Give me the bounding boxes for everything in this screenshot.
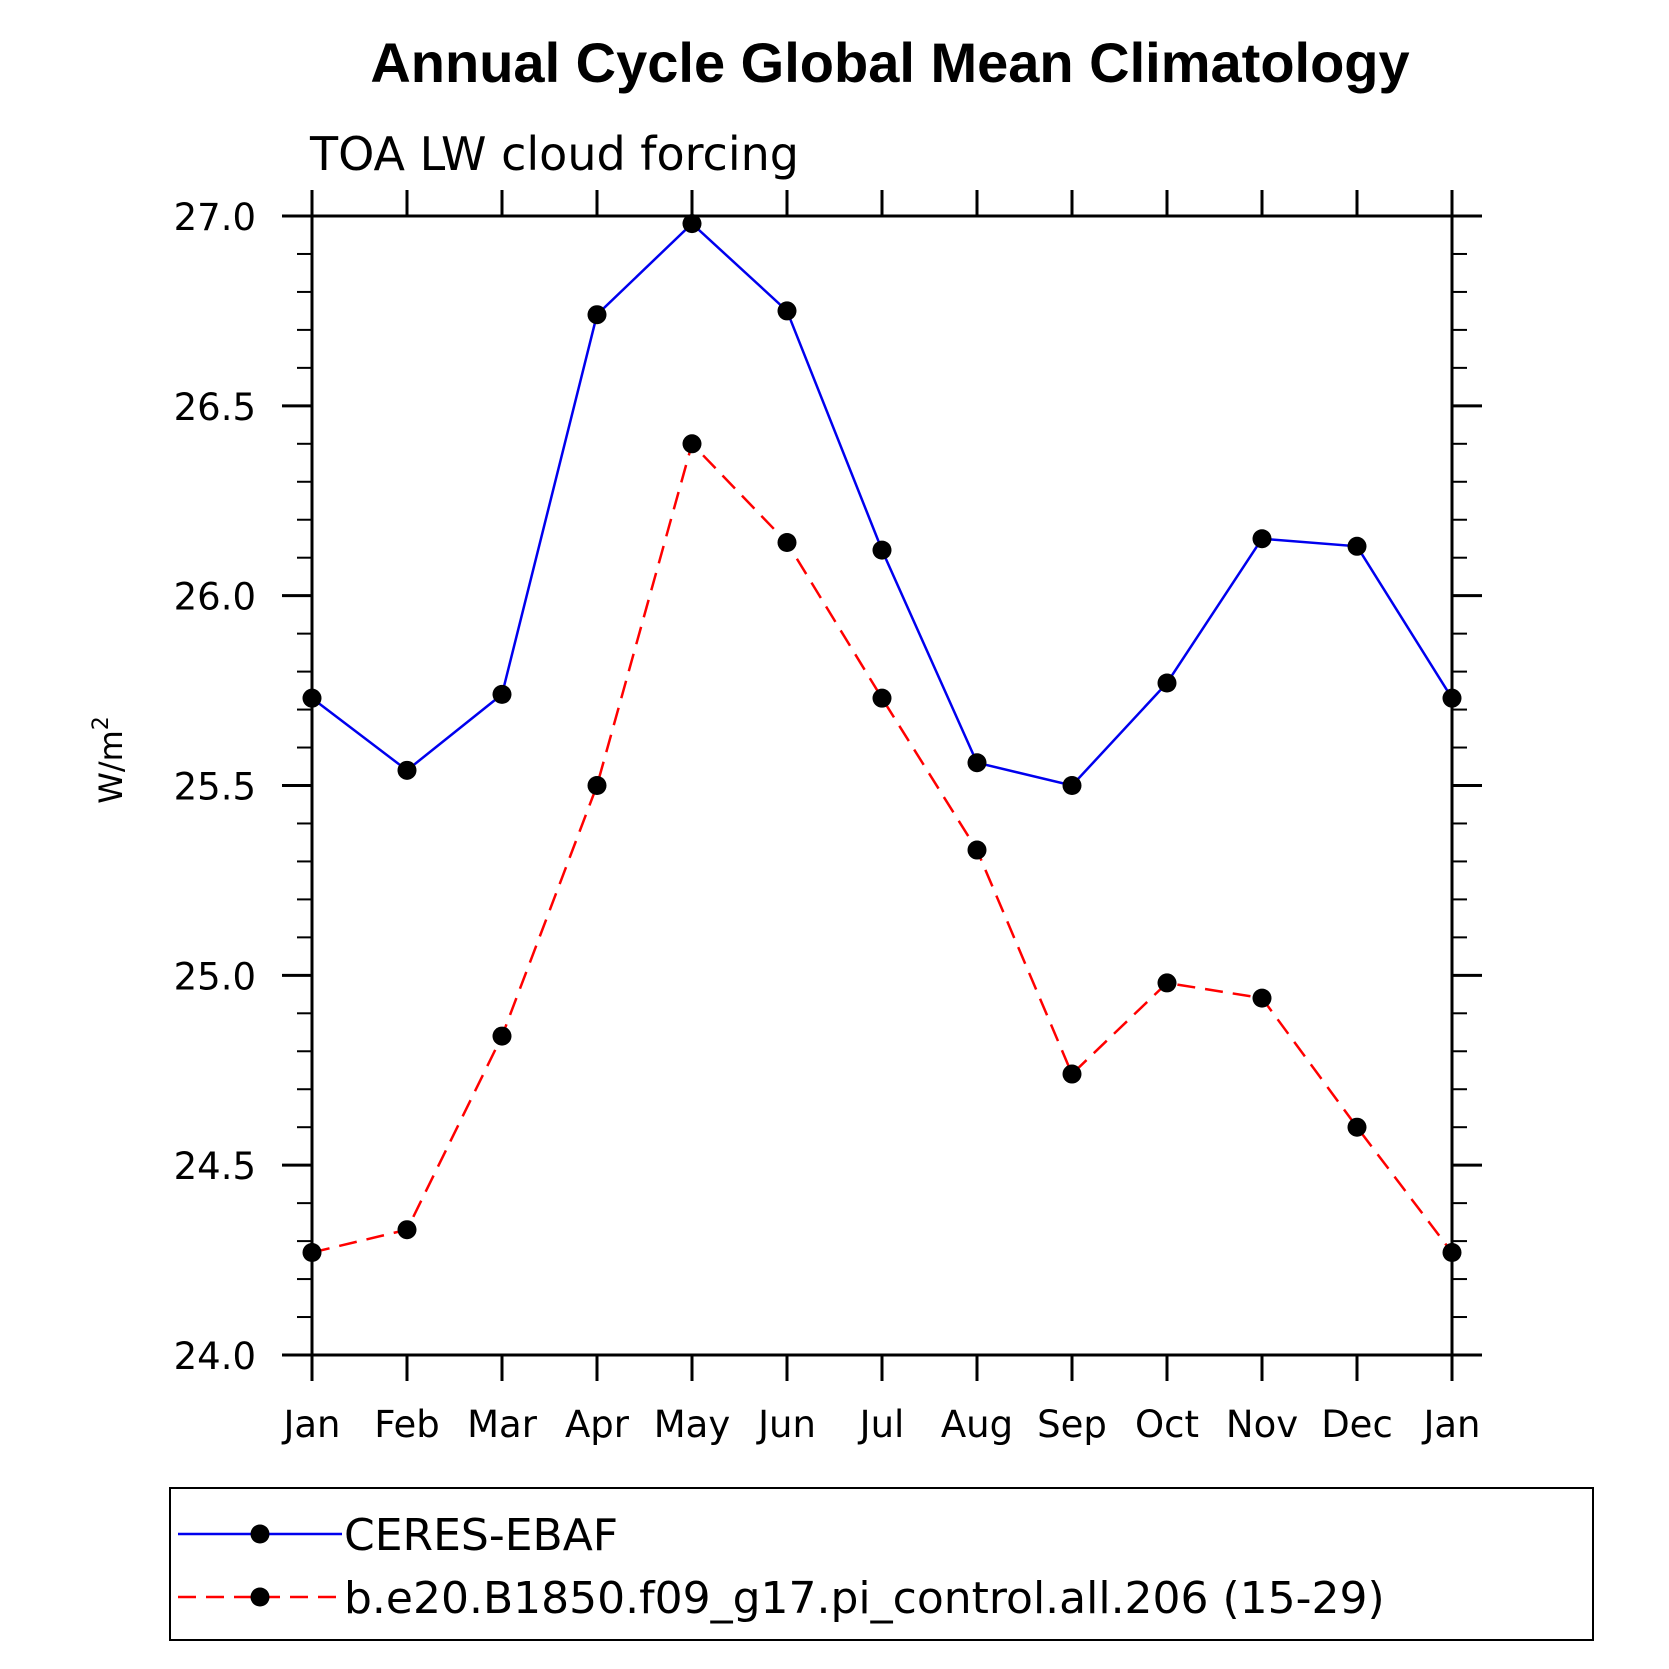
y-tick-label: 26.5 bbox=[174, 386, 256, 429]
x-tick-label: Sep bbox=[1037, 1403, 1107, 1446]
x-tick-label: Jan bbox=[281, 1403, 340, 1446]
data-point bbox=[777, 301, 797, 321]
data-point bbox=[1252, 988, 1272, 1008]
axis-ticks bbox=[282, 190, 1482, 1381]
legend-swatch-marker bbox=[250, 1524, 270, 1544]
legend-swatch-marker bbox=[250, 1587, 270, 1607]
data-point bbox=[1157, 973, 1177, 993]
x-tick-label: Oct bbox=[1135, 1403, 1199, 1446]
svg-text:W/m2: W/m2 bbox=[89, 716, 130, 804]
data-point bbox=[492, 684, 512, 704]
x-tick-label: May bbox=[654, 1403, 731, 1446]
x-tick-label: Apr bbox=[565, 1403, 630, 1446]
chart-title: Annual Cycle Global Mean Climatology bbox=[370, 31, 1409, 94]
data-point bbox=[1062, 776, 1082, 795]
data-point bbox=[1442, 1242, 1462, 1262]
data-point bbox=[872, 540, 892, 560]
data-point bbox=[587, 776, 607, 795]
legend-box bbox=[169, 1487, 1594, 1641]
data-point bbox=[302, 1242, 322, 1262]
x-tick-label: Jul bbox=[858, 1403, 905, 1446]
y-axis-label: W/m2 bbox=[89, 716, 130, 804]
y-tick-label: 24.0 bbox=[174, 1335, 256, 1378]
data-point bbox=[302, 688, 322, 708]
legend-items: CERES-EBAF b.e20.B1850.f09_g17.pi_control… bbox=[178, 1510, 1385, 1624]
x-tick-label: Dec bbox=[1321, 1403, 1393, 1446]
chart-subtitle: TOA LW cloud forcing bbox=[309, 127, 799, 181]
y-tick-label: 27.0 bbox=[174, 196, 256, 239]
x-tick-label: Jun bbox=[756, 1403, 816, 1446]
x-tick-label: Aug bbox=[941, 1403, 1013, 1446]
data-point bbox=[1062, 1064, 1082, 1084]
data-point bbox=[1252, 529, 1272, 549]
y-tick-label: 26.0 bbox=[174, 576, 256, 619]
series-line-1 bbox=[311, 441, 1453, 1254]
data-point bbox=[1347, 1117, 1367, 1137]
data-point bbox=[682, 434, 702, 454]
y-tick-label: 24.5 bbox=[174, 1145, 256, 1188]
data-point bbox=[967, 840, 987, 860]
data-point bbox=[397, 1220, 417, 1240]
data-point bbox=[1157, 673, 1177, 693]
y-tick-label: 25.0 bbox=[174, 955, 256, 998]
data-point bbox=[872, 688, 892, 708]
x-tick-label: Jan bbox=[1421, 1403, 1480, 1446]
legend-label: CERES-EBAF bbox=[344, 1510, 618, 1561]
data-point bbox=[682, 214, 702, 234]
legend-label: b.e20.B1850.f09_g17.pi_control.all.206 (… bbox=[344, 1573, 1385, 1624]
data-point bbox=[1347, 536, 1367, 556]
x-tick-label: Mar bbox=[467, 1403, 538, 1446]
data-point bbox=[587, 305, 607, 325]
series-layer bbox=[302, 214, 1462, 1262]
data-point bbox=[777, 533, 797, 553]
data-point bbox=[397, 760, 417, 780]
legend: CERES-EBAF b.e20.B1850.f09_g17.pi_control… bbox=[169, 1487, 1594, 1641]
y-axis-label-text: W/m bbox=[92, 730, 130, 804]
x-tick-labels: Jan Feb Mar Apr May Jun Jul Aug Sep Oct Nov Dec Jan bbox=[281, 1403, 1480, 1446]
y-tick-label: 25.5 bbox=[174, 766, 256, 809]
x-tick-label: Nov bbox=[1226, 1403, 1298, 1446]
data-point bbox=[1442, 688, 1462, 708]
y-tick-labels: 24.0 24.5 25.0 25.5 26.0 26.5 27.0 bbox=[174, 196, 256, 1378]
data-point bbox=[492, 1026, 512, 1046]
plot-frame bbox=[310, 214, 1454, 1357]
data-point bbox=[967, 753, 987, 773]
x-tick-label: Feb bbox=[374, 1403, 440, 1446]
y-axis-label-superscript: 2 bbox=[89, 716, 114, 730]
